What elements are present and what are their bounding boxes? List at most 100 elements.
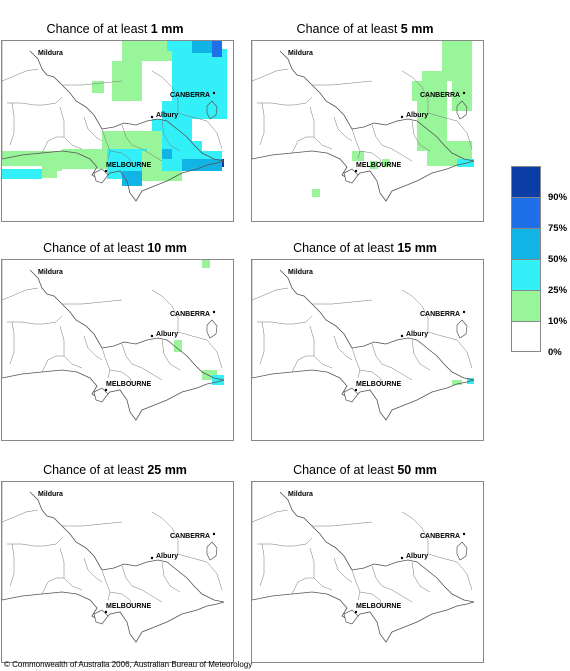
act-boundary (206, 541, 218, 561)
district-boundary (7, 537, 63, 547)
district-boundary (371, 565, 413, 603)
district-boundary (121, 124, 163, 162)
place-label-canberra: CANBERRA (420, 533, 460, 540)
legend-label-0: 0% (548, 347, 562, 358)
district-boundary (7, 315, 63, 325)
map-svg: Mildura CANBERRA Albury MELBOURNE (252, 482, 475, 643)
map-svg: Mildura CANBERRA Albury MELBOURNE (252, 260, 475, 421)
district-boundary (177, 331, 223, 369)
district-boundary (101, 128, 111, 160)
title-prefix: Chance of at least (293, 241, 398, 255)
district-boundary (309, 547, 333, 591)
district-boundary (291, 355, 314, 373)
murray-river-border (279, 269, 353, 349)
district-boundary (9, 102, 15, 146)
district-boundary (411, 561, 431, 593)
place-label-albury: Albury (406, 331, 428, 338)
district-boundary (59, 325, 83, 369)
title-prefix: Chance of at least (296, 22, 401, 36)
title-amount: 10 mm (147, 241, 187, 255)
district-boundary (83, 335, 103, 361)
title-amount: 25 mm (147, 463, 187, 477)
coastline (2, 369, 225, 421)
district-boundary (333, 335, 353, 361)
probability-cell (112, 61, 142, 101)
place-label-melbourne: MELBOURNE (106, 603, 151, 610)
district-boundary (257, 315, 313, 325)
murray-river-border (29, 269, 103, 349)
city-marker (212, 91, 216, 95)
map-svg: Mildura CANBERRA Albury MELBOURNE (2, 482, 225, 643)
district-boundary (252, 509, 289, 523)
district-boundary (109, 150, 133, 166)
district-boundary (359, 150, 383, 166)
legend-swatch-90 (511, 166, 541, 197)
district-boundary (151, 289, 179, 332)
district-boundary (291, 577, 314, 595)
district-boundary (41, 577, 64, 595)
probability-cell (382, 159, 390, 167)
district-boundary (401, 289, 429, 332)
city-marker (400, 556, 404, 560)
city-marker (462, 532, 466, 536)
district-boundary (2, 509, 39, 523)
city-marker (354, 169, 358, 173)
district-boundary (351, 128, 361, 160)
district-boundary (62, 80, 123, 86)
district-boundary (41, 136, 64, 154)
district-boundary (252, 68, 289, 82)
place-label-melbourne: MELBOURNE (356, 603, 401, 610)
city-marker (400, 334, 404, 338)
city-marker (354, 388, 358, 392)
rainfall-map: Mildura CANBERRA Albury MELBOURNE (251, 481, 484, 663)
place-label-melbourne: MELBOURNE (356, 162, 401, 169)
district-boundary (41, 355, 64, 373)
port-phillip-bay (93, 609, 109, 625)
district-boundary (257, 96, 313, 106)
probability-cell (312, 189, 320, 197)
district-boundary (259, 543, 265, 587)
panel-title: Chance of at least 10 mm (0, 241, 230, 255)
murray-river-border (279, 491, 353, 571)
place-label-melbourne: MELBOURNE (106, 162, 151, 169)
legend-swatch-75 (511, 197, 541, 228)
city-marker (212, 532, 216, 536)
district-boundary (9, 543, 15, 587)
city-marker (104, 388, 108, 392)
place-label-albury: Albury (406, 112, 428, 119)
probability-cell (370, 161, 378, 169)
district-boundary (83, 116, 103, 142)
district-boundary (309, 106, 333, 150)
district-boundary (151, 70, 179, 113)
title-amount: 15 mm (397, 241, 437, 255)
act-boundary (456, 100, 468, 120)
district-boundary (62, 521, 123, 527)
district-boundary (151, 511, 179, 554)
rainfall-map: Mildura CANBERRA Albury MELBOURNE (251, 40, 484, 222)
place-label-mildura: Mildura (288, 491, 313, 498)
city-marker (104, 610, 108, 614)
rainfall-map: Mildura CANBERRA Albury MELBOURNE (1, 481, 234, 663)
district-boundary (371, 343, 413, 381)
probability-legend: 90% 75% 50% 25% 10% 0% (511, 166, 567, 358)
place-label-albury: Albury (406, 553, 428, 560)
city-marker (150, 115, 154, 119)
legend-swatch-10 (511, 290, 541, 321)
legend-swatch-0 (511, 321, 541, 352)
port-phillip-bay (93, 168, 109, 184)
coastline (252, 591, 475, 643)
district-boundary (312, 521, 373, 527)
panel-title: Chance of at least 15 mm (250, 241, 480, 255)
district-boundary (109, 591, 133, 607)
probability-cell (92, 81, 104, 93)
title-prefix: Chance of at least (43, 463, 148, 477)
district-boundary (9, 321, 15, 365)
place-label-melbourne: MELBOURNE (356, 381, 401, 388)
district-boundary (291, 136, 314, 154)
district-boundary (257, 537, 313, 547)
title-amount: 5 mm (400, 22, 434, 36)
district-boundary (2, 287, 39, 301)
city-marker (462, 91, 466, 95)
probability-cell (174, 340, 182, 352)
district-boundary (401, 70, 429, 113)
